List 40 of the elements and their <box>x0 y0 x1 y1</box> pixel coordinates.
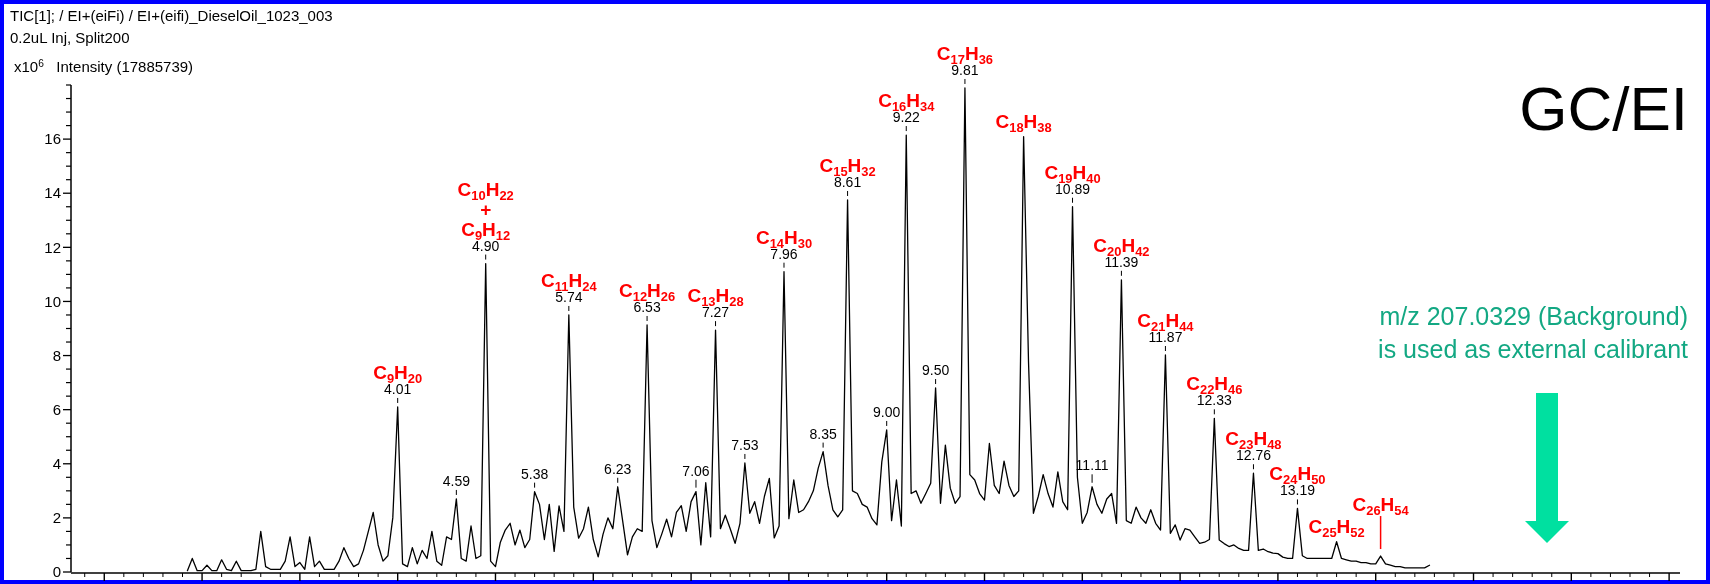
annotation: 6.23 <box>604 460 632 477</box>
data-label: C$_{18}$H$_{38}$ <box>995 110 1052 135</box>
data-label: C$_{9}$H$_{20}$ 4.01 <box>373 361 423 397</box>
text: GC/EI <box>1519 74 1688 143</box>
data-label: C$_{16}$H$_{34}$ 9.22 <box>878 90 936 126</box>
data-label: C$_{23}$H$_{48}$ 12.76 <box>1225 428 1282 464</box>
data-label: C$_{11}$H$_{24}$ 5.74 <box>541 269 598 305</box>
annotation: 7.06 <box>682 462 710 479</box>
annotation: 9.00 <box>873 403 901 420</box>
y-tick-label: 2 <box>52 509 61 527</box>
annotation: 9.50 <box>921 362 950 379</box>
data-label: C$_{14}$H$_{30}$ 7.96 <box>755 226 813 262</box>
y-tick-label: 6 <box>52 400 61 418</box>
data-label: C$_{19}$H$_{40}$ 10.89 <box>1044 161 1101 197</box>
y-tick-label: 10 <box>44 292 61 310</box>
data-label: C$_{21}$H$_{44}$ 11.87 <box>1137 310 1195 346</box>
y-tick-label: 16 <box>44 130 61 148</box>
data-label: C$_{20}$H$_{42}$ 11.39 <box>1093 234 1150 270</box>
text: C$_{10}$H$_{22}$ + C$_{9}$H$_{12}$ 4.90 <box>457 178 514 254</box>
data-label: C$_{12}$H$_{26}$ 6.53 <box>618 279 676 315</box>
annotation: 7.53 <box>731 436 759 453</box>
data-label: C$_{17}$H$_{36}$ 9.81 <box>936 42 994 78</box>
chart-subtitle: 0.2uL Inj, Split200 <box>10 29 130 46</box>
annotation: 4.59 <box>442 472 471 489</box>
data-label: C$_{13}$H$_{28}$ 7.27 <box>687 285 744 321</box>
annotation: 5.38 <box>520 465 549 482</box>
data-label: C$_{22}$H$_{46}$ 12.33 <box>1186 373 1243 409</box>
y-tick-label: 0 <box>52 563 61 581</box>
data-label: C$_{25}$H$_{52}$ <box>1308 515 1365 540</box>
data-label: C$_{15}$H$_{32}$ 8.61 <box>819 154 876 190</box>
y-tick-label: 14 <box>44 184 61 202</box>
y-tick-label: 4 <box>52 455 61 473</box>
data-label: C$_{24}$H$_{50}$ 13.19 <box>1269 463 1326 499</box>
text: x10$^{6}$ Intensity (17885739) <box>14 57 194 75</box>
y-tick-label: 12 <box>44 238 61 256</box>
annotation: m/z 207.0329 (Background) is used as external calibrant <box>1378 302 1689 363</box>
y-tick-label: 8 <box>52 346 61 364</box>
data-label: C$_{26}$H$_{54}$ <box>1352 494 1410 518</box>
chart-title: TIC[1]; / EI+(eiFi) / EI+(eifi)_DieselOil_1023_003 <box>10 7 333 24</box>
annotation: 8.35 <box>809 425 837 442</box>
